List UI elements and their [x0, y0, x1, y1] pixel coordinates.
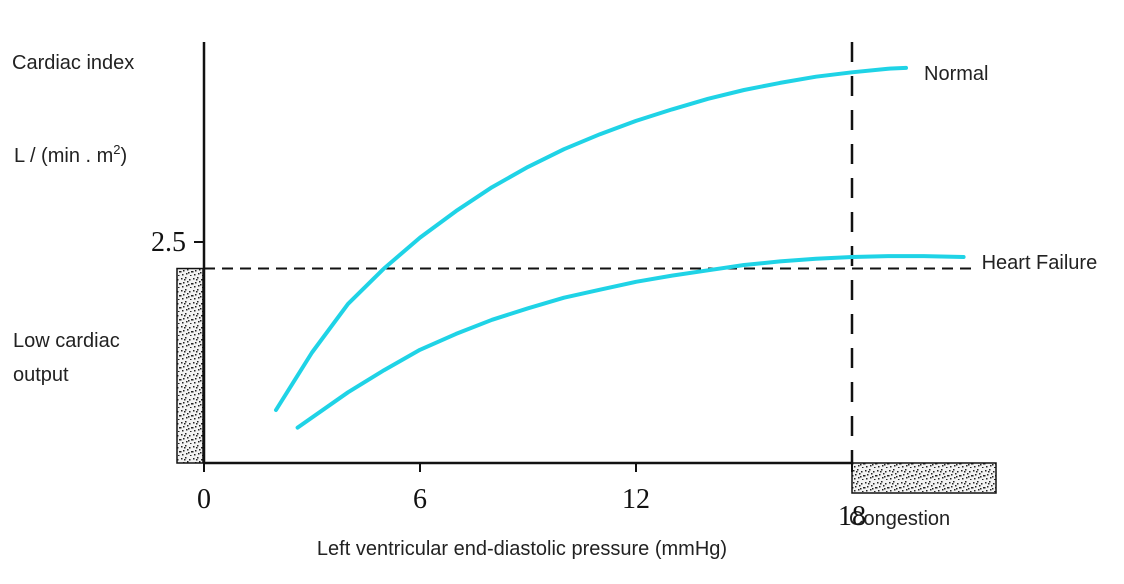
congestion-label: Congestion: [849, 508, 950, 530]
x-tick-label: 6: [413, 484, 427, 515]
heart-failure-series-label: Heart Failure: [982, 252, 1098, 274]
x-axis-label: Left ventricular end-diastolic pressure …: [317, 538, 727, 560]
congestion-region: [851, 462, 997, 494]
heart-failure-curve: [295, 254, 966, 430]
low-output-region: [176, 267, 204, 464]
x-tick-label: 18: [838, 501, 866, 532]
x-tick-label: 12: [622, 484, 650, 515]
y-tick-label: 2.5: [151, 227, 186, 258]
normal-series-label: Normal: [924, 63, 988, 85]
normal-curve: [274, 65, 908, 412]
y-axis-label: Cardiac index: [12, 52, 134, 74]
y-axis-unit-label: L / (min . m2): [14, 142, 127, 167]
x-tick-label: 0: [197, 484, 211, 515]
low-output-label-line1: Low cardiac: [13, 330, 120, 352]
low-output-label-line2: output: [13, 364, 69, 386]
